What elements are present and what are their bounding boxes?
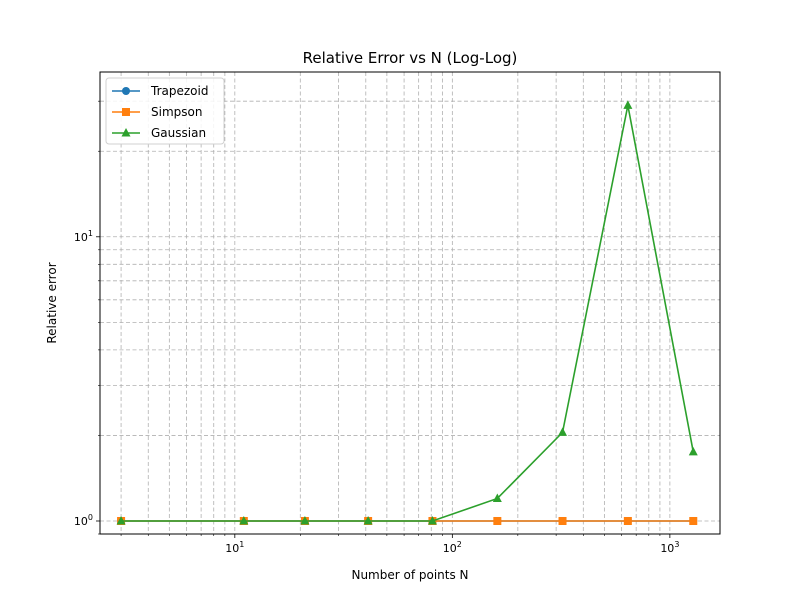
data-point-gaussian [300, 515, 310, 525]
grid-lines [100, 72, 720, 535]
legend-label-gaussian: Gaussian [151, 126, 206, 140]
series-gaussian [116, 100, 698, 525]
legend-label-simpson: Simpson [151, 105, 202, 119]
x-tick-label: 102 [443, 540, 462, 555]
data-point-gaussian [239, 515, 249, 525]
plot-frame [99, 71, 721, 535]
data-point-gaussian [492, 493, 502, 502]
data-point-gaussian [558, 427, 568, 436]
data-point-simpson [493, 516, 502, 525]
series-layer [116, 100, 698, 525]
y-axis-label: Relative error [45, 262, 59, 343]
data-point-gaussian [427, 515, 437, 525]
legend-marker-simpson [122, 108, 130, 116]
data-point-gaussian [363, 515, 373, 525]
legend-box [105, 77, 225, 145]
legend-label-trapezoid: Trapezoid [150, 84, 208, 98]
data-point-gaussian [688, 446, 698, 456]
legend-marker-trapezoid [122, 87, 130, 95]
data-point-gaussian [623, 100, 633, 109]
data-point-simpson [623, 516, 632, 525]
x-tick-label: 103 [660, 540, 679, 555]
axis-ticks: 101 102 103 100 101 [74, 100, 679, 555]
chart-title: Relative Error vs N (Log-Log) [303, 49, 518, 67]
data-point-gaussian [116, 515, 126, 525]
legend: Trapezoid Simpson Gaussian [105, 77, 225, 145]
data-point-simpson [689, 516, 698, 525]
legend-marker-gaussian [121, 128, 131, 137]
x-axis-label: Number of points N [351, 568, 468, 582]
x-tick-label: 101 [225, 540, 244, 555]
y-tick-label: 100 [74, 513, 93, 528]
data-point-simpson [558, 516, 567, 525]
y-tick-label: 101 [74, 229, 93, 244]
